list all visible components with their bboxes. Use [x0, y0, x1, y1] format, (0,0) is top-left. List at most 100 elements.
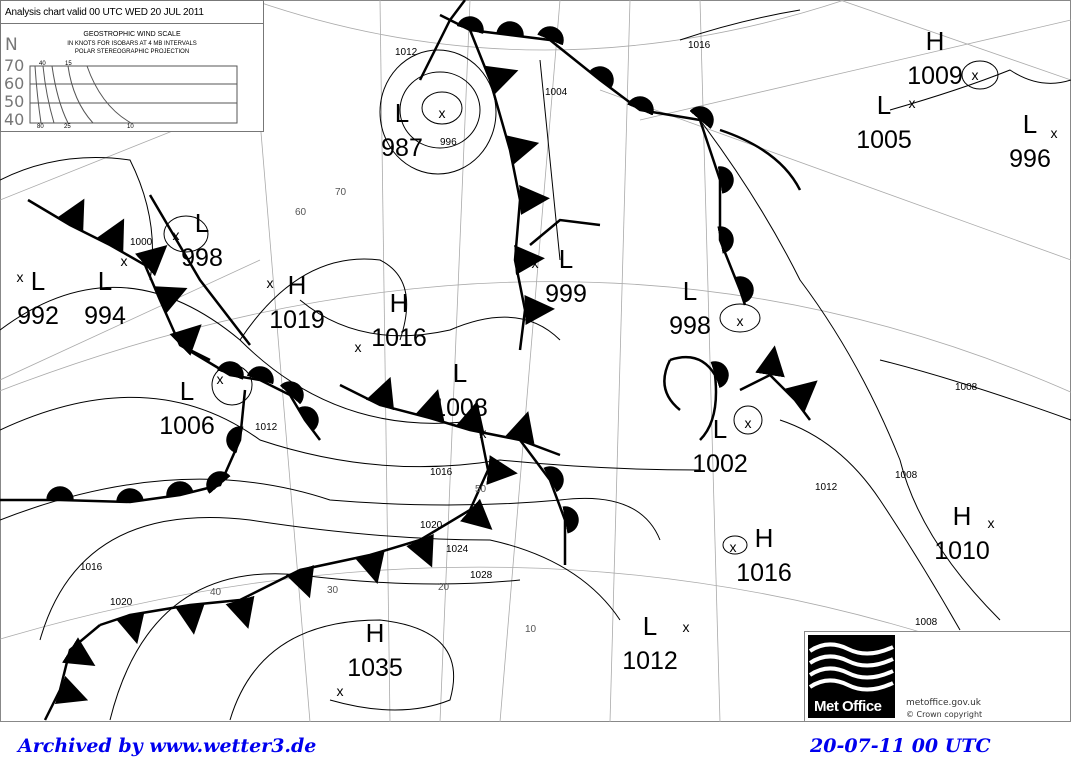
svg-text:x: x [972, 67, 979, 83]
svg-text:x: x [121, 253, 128, 269]
pressure-type: H [926, 26, 945, 56]
isobar-label: 1008 [915, 617, 938, 628]
svg-text:x: x [988, 515, 995, 531]
isobar-label: 1012 [255, 422, 278, 433]
svg-text:x: x [337, 683, 344, 699]
svg-text:x: x [1051, 125, 1058, 141]
chart-timestamp: 20-07-11 00 UTC [810, 735, 991, 757]
pressure-centre-high: H 1016 [371, 288, 427, 352]
lat-label: 50 [4, 92, 25, 111]
pressure-type: H [390, 288, 409, 318]
pressure-centre-low: L 987 [381, 98, 423, 162]
svg-text:x: x [737, 313, 744, 329]
svg-text:x: x [745, 415, 752, 431]
met-office-url[interactable]: metoffice.gov.uk [906, 698, 982, 708]
pressure-type: L [31, 266, 45, 296]
pressure-type: L [180, 376, 194, 406]
centre-markers: x x x x x x x x x x x x x x x x x x [17, 67, 1058, 699]
pressure-value: 994 [84, 302, 126, 330]
pressure-value: 1012 [622, 647, 678, 675]
pressure-value: 996 [1009, 145, 1051, 173]
pressure-value: 992 [17, 302, 59, 330]
pressure-type: L [195, 208, 209, 238]
pressure-value: 987 [381, 134, 423, 162]
pressure-value: 1019 [269, 306, 325, 334]
pressure-centre-low: L 996 [1009, 109, 1051, 173]
fronts [0, 0, 818, 721]
lat-label: 40 [4, 110, 25, 129]
pressure-type: L [98, 266, 112, 296]
isobar-label: 1028 [470, 570, 493, 581]
pressure-value: 1008 [432, 394, 488, 422]
met-office-branding: Met Office metoffice.gov.uk © Crown copy… [804, 631, 1071, 722]
pressure-centre-low: L 1002 [692, 414, 748, 478]
graticule-label: 70 [335, 187, 347, 198]
svg-text:x: x [683, 619, 690, 635]
pressure-value: 1035 [347, 654, 403, 682]
isobar-label: 1000 [130, 237, 153, 248]
pressure-value: 1006 [159, 412, 215, 440]
pressure-centre-high: H 1019 [269, 270, 325, 334]
graticule-label: 30 [327, 585, 339, 596]
svg-text:x: x [267, 275, 274, 291]
isobar-label: 1020 [110, 597, 133, 608]
pressure-centre-low: L 999 [545, 244, 587, 308]
graticule-label: 50 [475, 484, 487, 495]
isobar-label: 1016 [688, 40, 711, 51]
isobar-label: 996 [440, 137, 457, 148]
isobar-label: 1020 [420, 520, 443, 531]
speed-label: 25 [64, 124, 71, 130]
pressure-centre-low: L 998 [669, 276, 711, 340]
svg-text:x: x [355, 339, 362, 355]
pressure-centre-low: L 1006 [159, 376, 215, 440]
logo-text: Met Office [814, 698, 882, 715]
graticule-label: 20 [438, 582, 450, 593]
svg-text:x: x [173, 227, 180, 243]
archive-credit[interactable]: Archived by www.wetter3.de [18, 735, 317, 757]
graticule-label: 60 [295, 207, 307, 218]
pressure-type: L [453, 358, 467, 388]
lat-label: 70 [4, 56, 25, 75]
met-office-logo: Met Office [808, 635, 895, 718]
pressure-centre-low: L 1012 [622, 611, 678, 675]
chart-title: Analysis chart valid 00 UTC WED 20 JUL 2… [5, 7, 204, 18]
pressure-value: 999 [545, 280, 587, 308]
pressure-type: L [1023, 109, 1037, 139]
graticule-label: 10 [525, 624, 537, 635]
isobar-label: 1012 [395, 47, 418, 58]
lat-label: 60 [4, 74, 25, 93]
speed-label: 40 [39, 61, 46, 67]
pressure-type: H [288, 270, 307, 300]
isobar-label: 1012 [815, 482, 838, 493]
pressure-value: 1016 [371, 324, 427, 352]
pressure-value: 1016 [736, 559, 792, 587]
svg-text:x: x [17, 269, 24, 285]
svg-text:x: x [217, 371, 224, 387]
svg-text:x: x [439, 105, 446, 121]
pressure-value: 1005 [856, 126, 912, 154]
pressure-centre-low: L 992 [17, 266, 59, 330]
isobar-label: 1008 [895, 470, 918, 481]
pressure-type: H [755, 523, 774, 553]
isobar-label: 1024 [446, 544, 469, 555]
svg-text:x: x [532, 255, 539, 271]
pressure-type: H [953, 501, 972, 531]
svg-text:x: x [730, 539, 737, 555]
pressure-type: L [559, 244, 573, 274]
wind-scale-graph: 40 15 80 25 10 [29, 61, 238, 130]
projection-note: POLAR STEREOGRAPHIC PROJECTION [74, 49, 190, 55]
pressure-value: 1010 [934, 537, 990, 565]
wind-scale-note: IN KNOTS FOR ISOBARS AT 4 MB INTERVALS [67, 41, 197, 47]
isobar-label: 1004 [545, 87, 568, 98]
pressure-type: L [683, 276, 697, 306]
pressure-centre-high: H 1010 [934, 501, 990, 565]
pressure-centre-high: H 1016 [736, 523, 792, 587]
isobar-label: 1008 [955, 382, 978, 393]
pressure-type: L [643, 611, 657, 641]
copyright: © Crown copyright [906, 710, 983, 719]
legend-panel: Analysis chart valid 00 UTC WED 20 JUL 2… [0, 0, 264, 132]
graticule-label: 40 [210, 587, 222, 598]
pressure-type: L [713, 414, 727, 444]
pressure-value: 1002 [692, 450, 748, 478]
pressure-type: L [395, 98, 409, 128]
